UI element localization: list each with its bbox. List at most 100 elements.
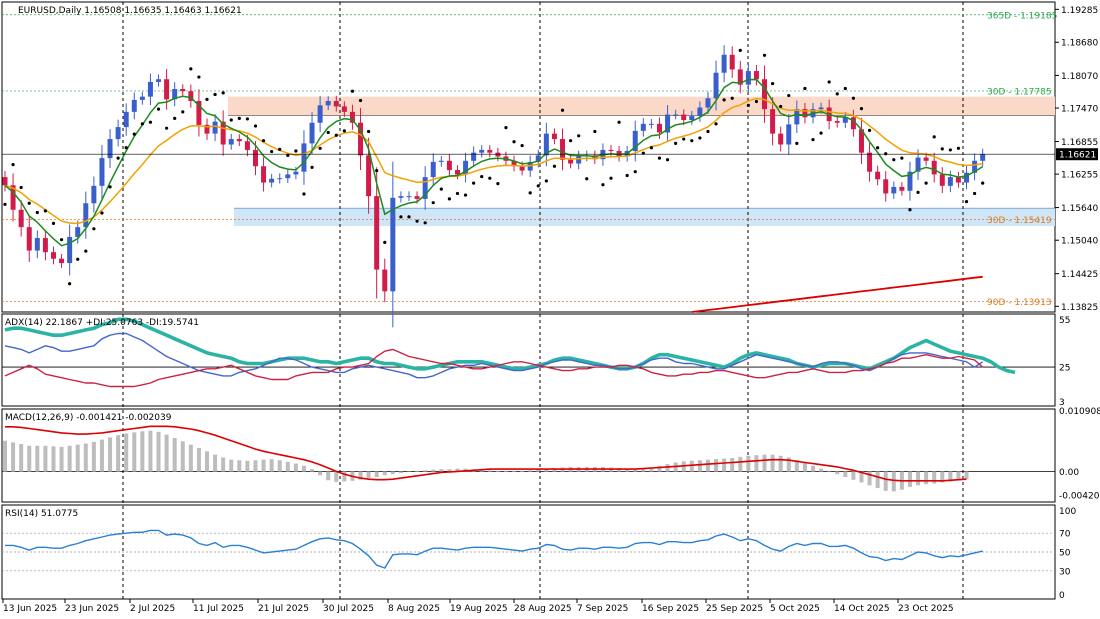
candle-body [26,227,32,251]
macd-hist-bar [851,471,856,480]
y-tick-label: 1.13825 [1061,303,1098,313]
macd-hist-bar [374,471,379,477]
macd-hist-bar [310,469,315,472]
candle-body [277,178,283,180]
y-tick-label: 1.15040 [1061,237,1098,247]
sar-dot [625,173,629,178]
candle-body [374,196,380,270]
candle-body [479,149,485,153]
candle-body [285,174,291,179]
candle-body [131,99,137,112]
candle-body [59,258,65,264]
macd-hist-bar [964,471,969,480]
macd-hist-bar [730,458,735,472]
macd-histogram [3,430,969,492]
sar-dot [472,181,476,185]
candle-body [850,117,856,130]
sar-dot [956,146,961,150]
level-label: 365D - 1.19185 [987,11,1057,21]
candle-body [75,227,81,237]
sar-dot [690,139,694,143]
y-tick-label: 1.19285 [1061,6,1098,16]
support-zone [234,208,1055,227]
macd-hist-bar [778,455,783,472]
sar-dot [617,120,621,124]
macd-hist-bar [714,459,719,472]
sar-dot [835,92,839,96]
candle-body [463,160,469,175]
candle-body [123,111,129,128]
sar-dot [657,156,662,160]
macd-tick-label: -0.004208 [1059,491,1100,501]
sar-dot [334,133,338,137]
macd-hist-bar [520,470,525,472]
candle-body [220,121,226,145]
sar-dot [294,149,298,153]
candle-body [317,105,323,123]
macd-hist-bar [221,457,226,472]
sar-dot [601,183,605,187]
macd-hist-bar [544,468,549,472]
candle-body [640,123,646,131]
x-tick-label: 30 Jul 2025 [323,604,374,614]
candle-body [964,172,970,183]
x-tick-label: 23 Jun 2025 [65,604,119,614]
sar-dot [674,141,678,146]
rsi-tick-label: 30 [1059,567,1071,577]
y-tick-label: 1.14425 [1061,270,1098,280]
sar-dot [560,108,565,112]
macd-hist-bar [132,432,137,472]
candle-body [2,177,8,186]
x-tick-label: 16 Sep 2025 [642,604,699,614]
candle-body [883,179,889,194]
candle-body [867,152,873,172]
candle-body [172,89,178,100]
sar-dot [973,191,977,196]
rsi-line [5,529,983,569]
rsi-tick-label: 50 [1059,549,1071,559]
sar-dot [981,181,985,185]
sar-dot [237,116,241,120]
macd-hist-bar [245,460,250,472]
sar-dot [439,187,443,191]
macd-hist-bar [261,459,266,472]
sar-dot [730,96,734,100]
candle-body [770,109,776,134]
candle-body [83,203,89,228]
candle-body [858,129,864,153]
macd-hist-bar [35,445,40,472]
macd-hist-bar [754,455,759,472]
sar-dot [908,208,912,212]
sar-dot [722,98,726,102]
x-tick-label: 21 Jul 2025 [258,604,309,614]
sar-dot [779,104,783,109]
sar-dot [447,197,451,201]
macd-hist-bar [358,471,363,480]
sar-dot [569,139,573,143]
candle-body [18,209,24,228]
candle-body [648,123,654,125]
sar-dot [189,67,193,71]
sar-dot [552,164,557,168]
sar-dot [463,193,468,197]
sar-dot [512,140,516,144]
candle-body [333,100,339,107]
macd-hist-bar [625,468,630,472]
candle-body [454,170,460,175]
macd-hist-bar [334,471,339,482]
sar-dot [496,182,500,186]
macd-hist-bar [794,460,799,472]
candle-body [139,96,145,100]
candle-body [414,196,420,199]
macd-hist-bar [665,464,670,472]
sar-dot [665,158,670,162]
candle-body [543,133,549,156]
macd-hist-bar [503,470,508,472]
candle-body [842,117,848,123]
sar-dot [948,148,952,152]
sar-dot [455,191,460,196]
level-label: 30D - 1.17785 [987,87,1052,97]
macd-tick-label: 0.010908 [1059,407,1100,417]
adx-tick-label: 55 [1059,316,1070,326]
macd-hist-bar [689,460,694,472]
